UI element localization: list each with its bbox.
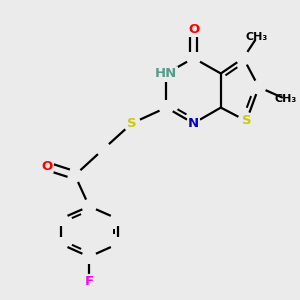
Text: F: F — [85, 274, 94, 288]
Text: O: O — [188, 23, 199, 36]
Text: S: S — [127, 117, 137, 130]
Text: N: N — [188, 117, 199, 130]
Text: O: O — [42, 160, 53, 173]
Text: CH₃: CH₃ — [246, 32, 268, 42]
Text: S: S — [242, 114, 251, 128]
Text: CH₃: CH₃ — [274, 94, 297, 104]
Text: HN: HN — [155, 67, 177, 80]
